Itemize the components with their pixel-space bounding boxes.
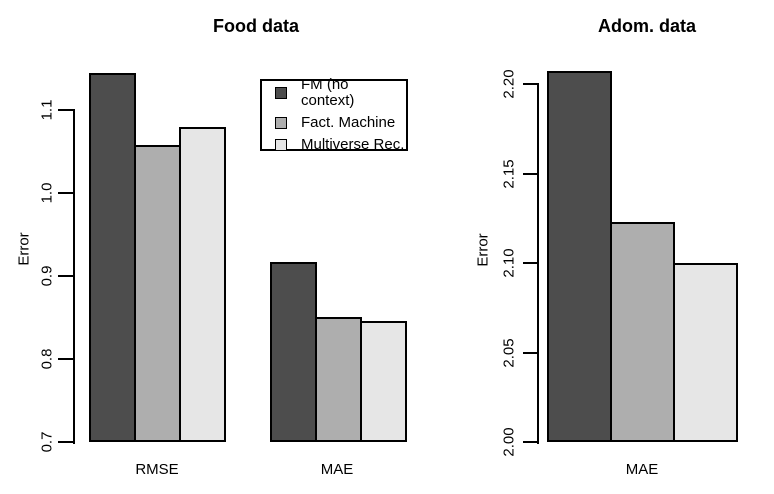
legend-label: Multiverse Rec.: [301, 136, 405, 153]
bar-food-mae-series1: [315, 317, 362, 442]
bar-food-mae-series0: [270, 262, 317, 442]
legend-swatch-light-icon: [275, 139, 287, 151]
y-axis-tick-label: 0.8: [38, 348, 56, 370]
y-axis-tick-label: 2.05: [500, 338, 518, 368]
y-axis-tick-label: 2.00: [500, 427, 518, 457]
bar-food-rmse-series0: [89, 73, 136, 442]
legend-swatch-dark-icon: [275, 87, 287, 99]
y-axis-label-right: Error: [474, 233, 492, 267]
y-axis-tick: [523, 352, 539, 354]
y-axis-tick: [523, 83, 539, 85]
y-axis-tick-label: 2.20: [500, 69, 518, 99]
y-axis-tick: [58, 109, 75, 111]
category-label-mae: MAE: [320, 461, 354, 478]
bar-adom.-mae-series0: [547, 71, 612, 442]
bar-food-mae-series2: [360, 321, 407, 442]
y-axis-tick: [523, 262, 539, 264]
category-label-mae-right: MAE: [625, 461, 659, 478]
y-axis-tick-label: 0.7: [38, 431, 56, 453]
bar-adom.-mae-series2: [673, 263, 738, 442]
panel-title-adom-data: Adom. data: [597, 16, 697, 36]
legend-item-fm-no-context: FM (no context): [275, 77, 406, 109]
bar-food-rmse-series1: [134, 145, 181, 442]
y-axis-line: [73, 110, 75, 444]
legend-item-multiverse-rec: Multiverse Rec.: [275, 137, 406, 153]
y-axis-tick: [523, 441, 539, 443]
y-axis-tick: [58, 275, 75, 277]
y-axis-label-left: Error: [15, 232, 33, 266]
y-axis-tick-label: 0.9: [38, 265, 56, 287]
y-axis-tick-label: 1.1: [38, 99, 56, 121]
y-axis-tick-label: 2.10: [500, 248, 518, 278]
y-axis-tick: [58, 441, 75, 443]
legend-label: Fact. Machine: [301, 114, 396, 131]
y-axis-line: [537, 84, 539, 444]
legend: FM (no context) Fact. Machine Multiverse…: [260, 77, 408, 153]
legend-item-fact-machine: Fact. Machine: [275, 115, 406, 131]
panel-title-food-data: Food data: [213, 16, 299, 36]
legend-swatch-medium-icon: [275, 117, 287, 129]
y-axis-tick: [58, 192, 75, 194]
y-axis-tick: [523, 173, 539, 175]
category-label-rmse: RMSE: [135, 461, 179, 478]
bar-adom.-mae-series1: [610, 222, 675, 442]
y-axis-tick: [58, 358, 75, 360]
bar-food-rmse-series2: [179, 127, 226, 442]
y-axis-tick-label: 2.15: [500, 159, 518, 189]
y-axis-tick-label: 1.0: [38, 182, 56, 204]
legend-label: FM (no context): [301, 76, 355, 109]
